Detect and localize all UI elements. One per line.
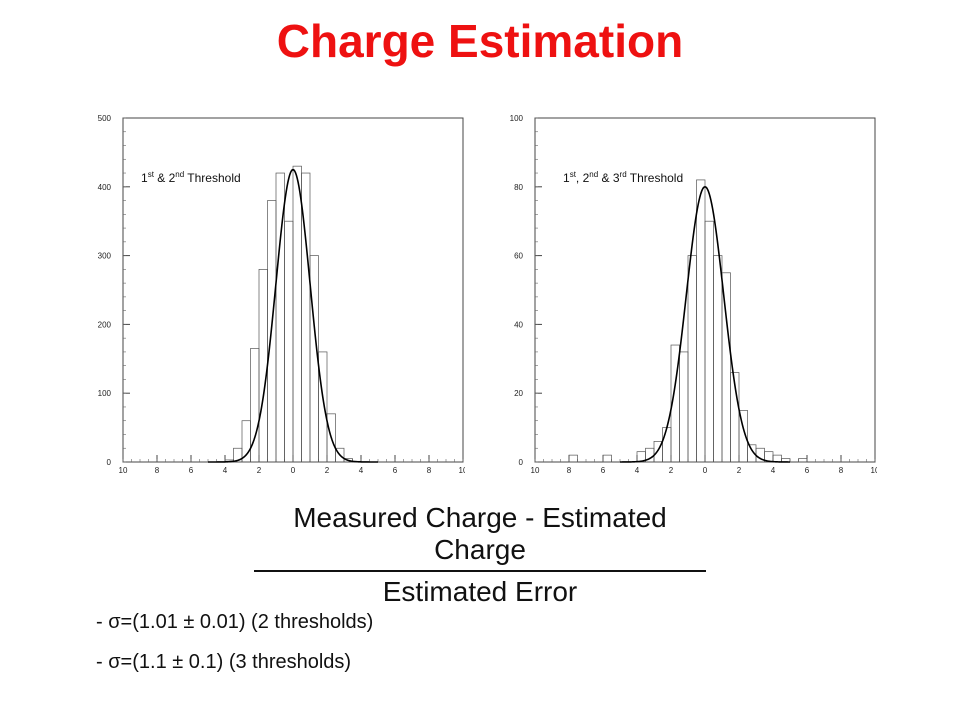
x-tick-label: 6 bbox=[189, 466, 194, 475]
y-tick-label: 0 bbox=[519, 458, 524, 467]
histogram-bin bbox=[662, 427, 672, 463]
histogram-bin bbox=[738, 410, 748, 463]
histogram-bin bbox=[679, 351, 689, 463]
histogram-bin bbox=[343, 458, 353, 463]
y-tick-label: 300 bbox=[98, 252, 112, 261]
y-tick-label: 0 bbox=[107, 458, 112, 467]
y-tick-label: 40 bbox=[514, 320, 523, 329]
x-tick-label: 4 bbox=[771, 466, 776, 475]
sigma-notes: - σ=(1.01 ± 0.01) (2 thresholds) - σ=(1.… bbox=[96, 610, 373, 690]
fraction-bar bbox=[254, 570, 706, 572]
histogram-bin bbox=[292, 165, 302, 463]
formula-numerator: Measured Charge - Estimated Charge bbox=[293, 502, 667, 565]
histogram-bin bbox=[704, 220, 714, 463]
x-tick-label: 2 bbox=[737, 466, 742, 475]
histogram-bin bbox=[326, 413, 336, 463]
x-tick-label: 8 bbox=[427, 466, 432, 475]
x-tick-label: 6 bbox=[601, 466, 606, 475]
gaussian-fit-line bbox=[620, 185, 790, 463]
histogram-plot-2-thresholds: 0 100 200 300 400 500 10 8 6 4 2 0 2 4 6 8 10 1st & 2nd T… bbox=[98, 114, 465, 475]
x-tick-label: 4 bbox=[223, 466, 228, 475]
histogram-bin bbox=[602, 454, 612, 463]
y-tick-label: 80 bbox=[514, 183, 523, 192]
x-tick-label: 0 bbox=[703, 466, 708, 475]
histogram-bin bbox=[798, 458, 808, 463]
y-tick-label: 100 bbox=[510, 114, 524, 123]
note-two-thresholds: - σ=(1.01 ± 0.01) (2 thresholds) bbox=[96, 611, 374, 633]
y-tick-label: 20 bbox=[514, 389, 523, 398]
slide-title: Charge Estimation bbox=[276, 15, 684, 67]
y-tick-label: 100 bbox=[98, 389, 112, 398]
x-tick-label: 6 bbox=[393, 466, 398, 475]
x-tick-label: 2 bbox=[669, 466, 674, 475]
x-tick-label: 6 bbox=[805, 466, 810, 475]
histogram-bin bbox=[568, 454, 578, 463]
gaussian-fit-line bbox=[208, 168, 378, 463]
x-tick-label: 10 bbox=[459, 466, 465, 475]
histogram-bin bbox=[335, 447, 345, 463]
histogram-bin bbox=[713, 255, 723, 463]
x-tick-label: 4 bbox=[635, 466, 640, 475]
x-tick-label: 4 bbox=[359, 466, 364, 475]
x-tick-label: 10 bbox=[119, 466, 128, 475]
histogram-bin bbox=[284, 220, 294, 463]
histogram-bin bbox=[721, 272, 731, 463]
histogram-bin bbox=[696, 179, 706, 463]
histogram-bin bbox=[687, 255, 697, 463]
x-tick-label: 8 bbox=[155, 466, 160, 475]
x-tick-label: 10 bbox=[871, 466, 877, 475]
note-three-thresholds: - σ=(1.1 ± 0.1) (3 thresholds) bbox=[96, 651, 352, 673]
y-tick-label: 60 bbox=[514, 252, 523, 261]
x-tick-label: 0 bbox=[291, 466, 296, 475]
threshold-label: 1st, 2nd & 3rd Threshold bbox=[563, 170, 683, 185]
y-tick-label: 500 bbox=[98, 114, 112, 123]
x-tick-label: 8 bbox=[567, 466, 572, 475]
x-tick-label: 10 bbox=[531, 466, 540, 475]
y-tick-label: 400 bbox=[98, 183, 112, 192]
histogram-plot-3-thresholds: 02040608010010864202468101st, 2nd & 3rd … bbox=[510, 114, 877, 475]
histogram-bin bbox=[258, 269, 268, 463]
x-tick-label: 2 bbox=[325, 466, 330, 475]
x-tick-label: 8 bbox=[839, 466, 844, 475]
histogram-bin bbox=[318, 351, 328, 463]
formula-denominator: Estimated Error bbox=[382, 576, 578, 607]
x-axis-formula: Measured Charge - Estimated Charge Estim… bbox=[250, 502, 710, 608]
y-tick-label: 200 bbox=[98, 320, 112, 329]
x-tick-label: 2 bbox=[257, 466, 262, 475]
threshold-label: 1st & 2nd Threshold bbox=[141, 170, 241, 185]
